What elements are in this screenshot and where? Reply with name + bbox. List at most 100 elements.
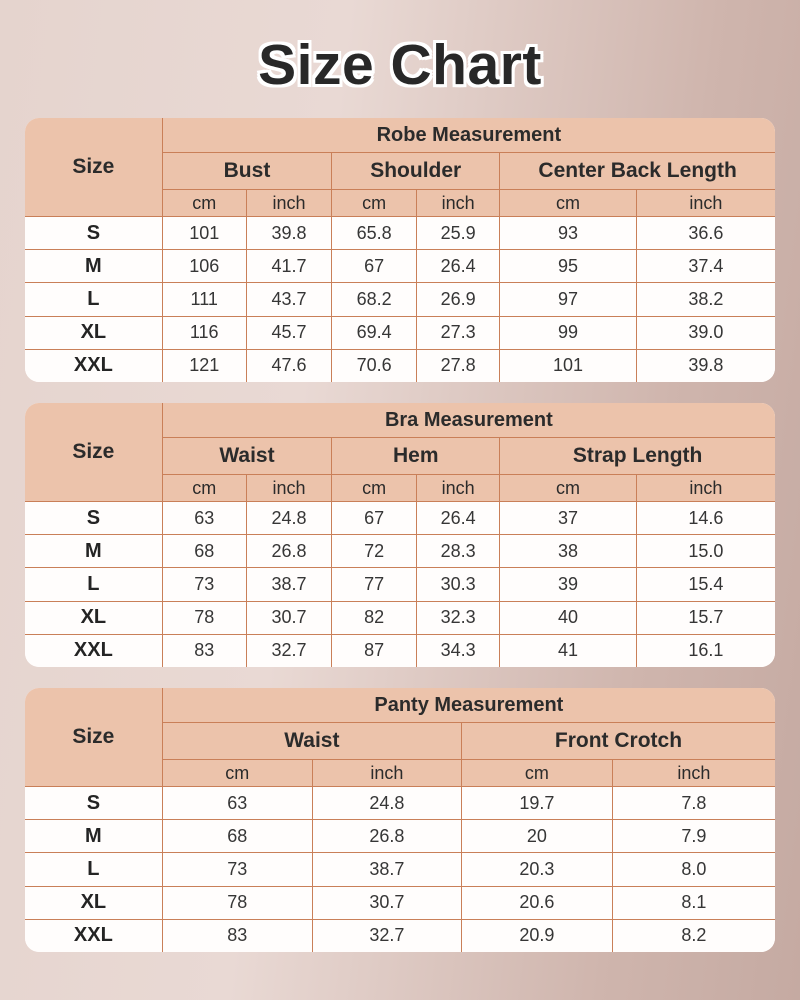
value-cell: 36.6 [635,215,775,251]
table-title: Bra Measurement [161,403,775,438]
value-cell: 99 [499,315,637,350]
value-cell: 32.7 [245,633,333,667]
size-cell: L [25,567,163,602]
table-row: L 111 43.7 68.2 26.9 97 38.2 [25,282,775,317]
robe-measurement-table: Size Robe Measurement Bust Shoulder Center… [25,118,775,382]
value-cell: 43.7 [245,282,333,317]
unit-header: inch [245,474,333,502]
value-cell: 73 [161,567,247,602]
size-cell: XXL [25,348,163,382]
value-cell: 63 [161,500,247,536]
value-cell: 47.6 [245,348,333,382]
unit-header: cm [161,759,313,787]
unit-header: inch [611,759,775,787]
unit-header: inch [245,189,333,217]
size-cell: XXL [25,633,163,667]
group-header: Hem [331,437,501,475]
value-cell: 37 [499,500,637,536]
value-cell: 8.1 [611,885,775,920]
table-row: S 63 24.8 67 26.4 37 14.6 [25,500,775,536]
table-title-row: Size Bra Measurement [25,403,775,502]
value-cell: 87 [331,633,417,667]
group-header: Strap Length [499,437,775,475]
value-cell: 32.3 [415,600,501,635]
group-header-row: Waist Hem Strap Length [25,437,775,475]
size-cell: XL [25,315,163,350]
value-cell: 111 [161,282,247,317]
value-cell: 70.6 [331,348,417,382]
value-cell: 39 [499,567,637,602]
value-cell: 8.0 [611,852,775,887]
value-cell: 63 [161,785,313,821]
unit-header: inch [635,474,775,502]
size-cell: M [25,819,163,854]
value-cell: 24.8 [311,785,462,821]
value-cell: 82 [331,600,417,635]
bra-measurement-table: Size Bra Measurement Waist Hem Strap Lengt… [25,403,775,667]
value-cell: 116 [161,315,247,350]
table-body: S 101 39.8 65.8 25.9 93 36.6 M 106 41.7 67 26.4 95 37… [25,215,775,382]
value-cell: 32.7 [311,918,462,952]
value-cell: 68 [161,819,313,854]
value-cell: 26.4 [415,249,501,284]
table-title: Robe Measurement [161,118,775,153]
value-cell: 77 [331,567,417,602]
group-header: Bust [161,152,333,190]
value-cell: 19.7 [460,785,613,821]
value-cell: 25.9 [415,215,501,251]
group-header: Waist [161,722,462,760]
value-cell: 15.4 [635,567,775,602]
value-cell: 45.7 [245,315,333,350]
value-cell: 101 [161,215,247,251]
unit-header-row: cm inch cm inch [25,759,775,787]
size-column-header: Size [25,118,163,217]
size-table-bra: Size Bra Measurement Waist Hem Strap Lengt… [25,403,775,667]
table-row: M 68 26.8 20 7.9 [25,819,775,854]
group-header-row: Waist Front Crotch [25,722,775,760]
value-cell: 83 [161,918,313,952]
value-cell: 26.8 [311,819,462,854]
value-cell: 73 [161,852,313,887]
panty-measurement-table: Size Panty Measurement Waist Front Crotch… [25,688,775,952]
unit-header: inch [311,759,462,787]
value-cell: 34.3 [415,633,501,667]
value-cell: 7.9 [611,819,775,854]
size-cell: XL [25,885,163,920]
size-column-header: Size [25,688,163,787]
table-row: S 63 24.8 19.7 7.8 [25,785,775,821]
unit-header: cm [331,474,417,502]
value-cell: 39.8 [635,348,775,382]
content-area: Size Chart Size Robe Measurement Bust Sho… [25,33,775,952]
value-cell: 30.7 [311,885,462,920]
value-cell: 38 [499,534,637,569]
table-row: XL 78 30.7 20.6 8.1 [25,885,775,920]
table-title: Panty Measurement [161,688,775,723]
size-cell: M [25,249,163,284]
value-cell: 67 [331,500,417,536]
value-cell: 28.3 [415,534,501,569]
value-cell: 38.2 [635,282,775,317]
table-title-row: Size Panty Measurement [25,688,775,787]
size-cell: XXL [25,918,163,952]
group-header: Center Back Length [499,152,775,190]
unit-header: inch [635,189,775,217]
unit-header: cm [161,474,247,502]
value-cell: 20 [460,819,613,854]
unit-header: cm [460,759,613,787]
value-cell: 83 [161,633,247,667]
value-cell: 101 [499,348,637,382]
value-cell: 37.4 [635,249,775,284]
unit-header: inch [415,189,501,217]
size-cell: S [25,215,163,251]
table-row: S 101 39.8 65.8 25.9 93 36.6 [25,215,775,251]
value-cell: 78 [161,885,313,920]
value-cell: 68.2 [331,282,417,317]
value-cell: 7.8 [611,785,775,821]
value-cell: 30.7 [245,600,333,635]
value-cell: 27.3 [415,315,501,350]
value-cell: 93 [499,215,637,251]
unit-header: cm [331,189,417,217]
value-cell: 26.9 [415,282,501,317]
page-title: Size Chart [258,33,542,97]
